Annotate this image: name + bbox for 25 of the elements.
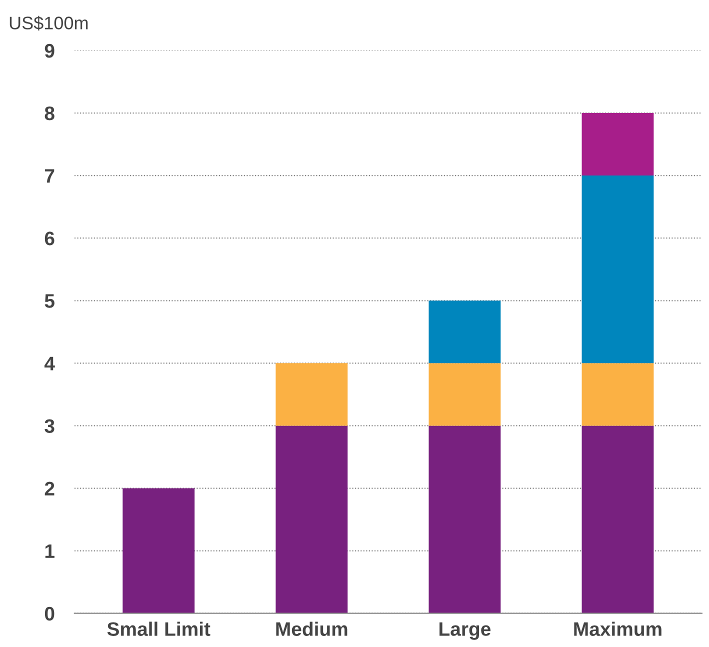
x-tick-label: Large bbox=[440, 622, 491, 640]
y-tick-label: 0 bbox=[44, 606, 54, 621]
y-tick-label: 2 bbox=[44, 482, 54, 496]
bar bbox=[428, 426, 501, 614]
x-tick-label: Maximum bbox=[574, 622, 662, 636]
y-tick-label: 8 bbox=[44, 106, 54, 120]
x-tick-label: Small Limit bbox=[107, 622, 210, 636]
y-tick-label: 1 bbox=[45, 544, 54, 558]
bar bbox=[428, 300, 501, 364]
y-tick-label: 7 bbox=[45, 169, 54, 183]
bar bbox=[428, 363, 501, 426]
bar bbox=[122, 488, 195, 614]
bar bbox=[276, 426, 348, 614]
bar bbox=[582, 176, 654, 364]
bar bbox=[276, 363, 348, 426]
x-tick-label: Medium bbox=[276, 622, 348, 636]
y-tick-label: 6 bbox=[44, 232, 54, 246]
y-tick-label: 5 bbox=[44, 294, 54, 308]
y-tick-label: 4 bbox=[44, 356, 55, 370]
y-tick-label: 9 bbox=[44, 44, 54, 58]
y-tick-label: 3 bbox=[44, 419, 54, 433]
y-axis-title: US$100m bbox=[10, 16, 88, 31]
bar bbox=[582, 363, 654, 426]
bar bbox=[582, 426, 654, 614]
bar bbox=[582, 113, 654, 176]
